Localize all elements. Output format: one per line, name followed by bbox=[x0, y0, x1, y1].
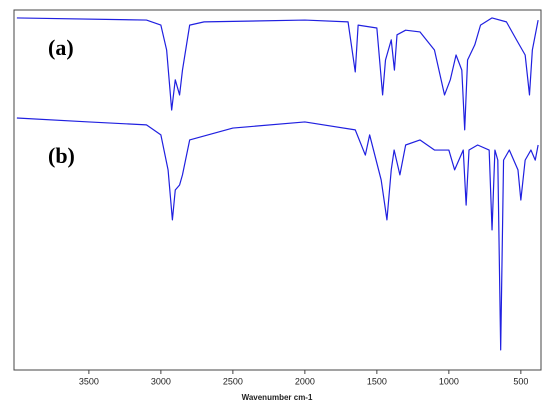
spectrum-line bbox=[16, 17, 539, 131]
x-tick-label: 2500 bbox=[223, 376, 243, 386]
x-tick-label: 3000 bbox=[151, 376, 171, 386]
x-tick-label: 500 bbox=[513, 376, 528, 386]
x-tick-label: 3500 bbox=[79, 376, 99, 386]
x-tick-label: 2000 bbox=[295, 376, 315, 386]
spectrum-line bbox=[16, 117, 539, 351]
x-tick-label: 1000 bbox=[439, 376, 459, 386]
annotation: (b) bbox=[48, 143, 75, 168]
annotation: (a) bbox=[48, 35, 74, 60]
x-tick-label: 1500 bbox=[367, 376, 387, 386]
plot-frame bbox=[13, 9, 542, 371]
x-axis-label: Wavenumber cm-1 bbox=[242, 393, 313, 402]
